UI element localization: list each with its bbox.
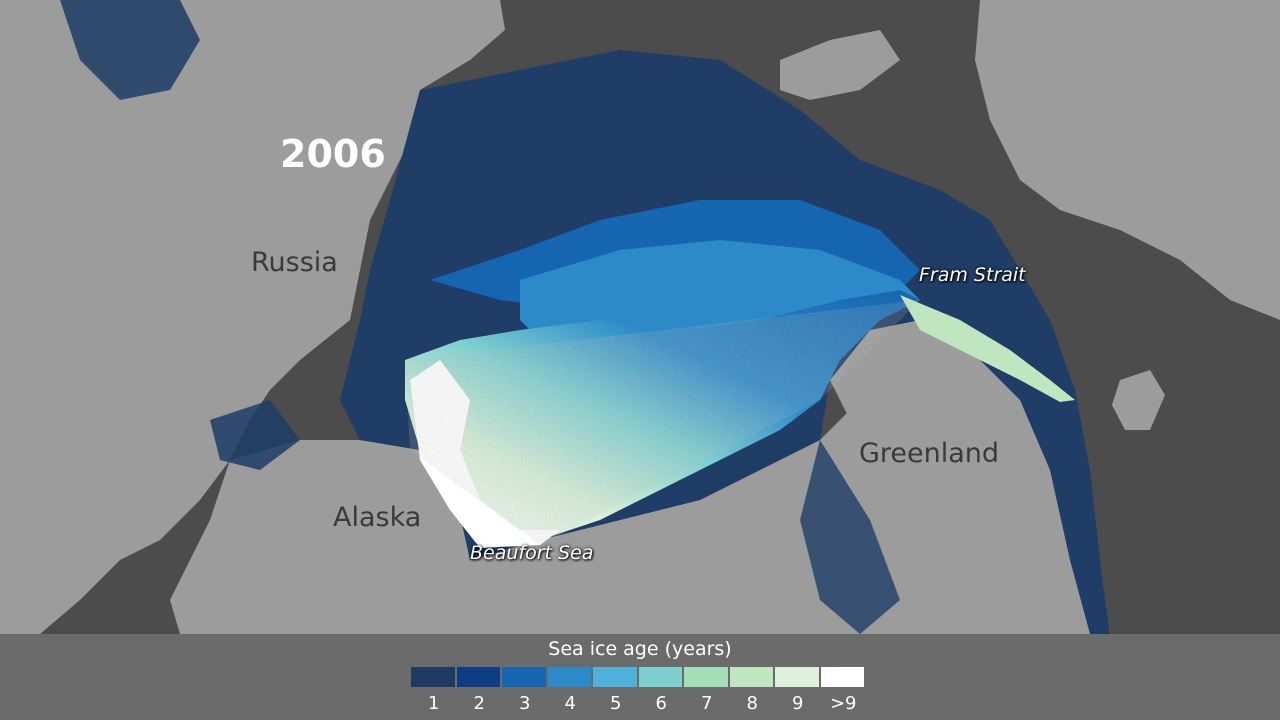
legend-swatch-4 — [547, 667, 591, 687]
ice-fram-export — [900, 295, 1075, 402]
land-scandinavia — [975, 0, 1280, 320]
legend-swatch-8 — [729, 667, 773, 687]
legend-swatch-7 — [684, 667, 728, 687]
legend-swatch-1 — [411, 667, 455, 687]
legend-swatch-6 — [638, 667, 682, 687]
callout-fram-strait: Fram Strait — [919, 264, 1026, 286]
legend-swatch-3 — [502, 667, 546, 687]
label-alaska: Alaska — [333, 502, 422, 533]
arctic-map — [0, 0, 1280, 634]
legend-color-bar — [411, 667, 866, 687]
legend-tick: 1 — [428, 693, 440, 714]
callout-beaufort-sea: Beaufort Sea — [470, 542, 594, 564]
legend: Sea ice age (years) 1 2 3 4 5 6 7 8 9 >9 — [0, 634, 1280, 720]
legend-tick: 7 — [701, 693, 713, 714]
legend-title: Sea ice age (years) — [548, 638, 732, 660]
legend-tick: 9 — [792, 693, 804, 714]
legend-tick: 5 — [610, 693, 622, 714]
legend-swatch-9 — [775, 667, 819, 687]
legend-swatch-10 — [820, 667, 864, 687]
legend-ticks: 1 2 3 4 5 6 7 8 9 >9 — [411, 693, 866, 714]
land-alaska — [170, 440, 480, 634]
legend-tick: >9 — [829, 693, 857, 714]
legend-tick: 3 — [519, 693, 531, 714]
legend-tick: 6 — [655, 693, 667, 714]
legend-swatch-2 — [456, 667, 500, 687]
legend-tick: 2 — [473, 693, 485, 714]
legend-tick: 8 — [746, 693, 758, 714]
label-russia: Russia — [251, 247, 338, 278]
land-iceland — [1112, 370, 1165, 430]
legend-tick: 4 — [564, 693, 576, 714]
multi-year-ice — [405, 200, 1075, 548]
legend-swatch-5 — [593, 667, 637, 687]
land-masses — [0, 0, 1280, 634]
land-russia — [0, 0, 505, 634]
year-label: 2006 — [280, 132, 386, 176]
land-novaya-zemlya — [780, 30, 900, 100]
label-greenland: Greenland — [859, 438, 1000, 469]
